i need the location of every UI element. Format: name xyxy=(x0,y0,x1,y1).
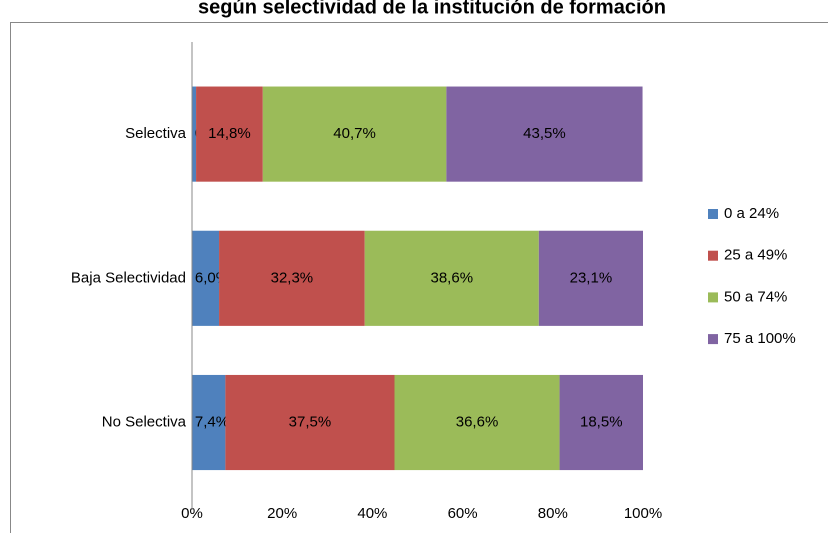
x-tick-label: 20% xyxy=(267,505,297,522)
y-tick-label: No Selectiva xyxy=(102,413,187,430)
x-tick-label: 0% xyxy=(181,505,203,522)
legend-swatch xyxy=(708,292,718,303)
x-tick-label: 60% xyxy=(448,505,478,522)
bar-segment xyxy=(196,86,263,182)
bar-segment xyxy=(192,86,197,182)
data-label: 23,1% xyxy=(570,269,613,286)
chart-title: según selectividad de la institución de … xyxy=(198,0,666,18)
legend-label: 75 a 100% xyxy=(724,330,796,347)
x-tick-label: 100% xyxy=(624,505,662,522)
x-tick-label: 40% xyxy=(357,505,387,522)
data-label: 36,6% xyxy=(456,413,499,430)
legend-label: 25 a 49% xyxy=(724,247,787,264)
data-label: 37,5% xyxy=(289,413,332,430)
y-tick-label: Selectiva xyxy=(125,125,187,142)
bar-segment xyxy=(538,230,643,326)
data-label: 18,5% xyxy=(580,413,623,430)
legend-swatch xyxy=(708,209,718,219)
bar-segment xyxy=(192,230,220,326)
data-label: 38,6% xyxy=(431,269,474,286)
y-tick-label: Baja Selectividad xyxy=(71,269,186,286)
bar-segment xyxy=(219,230,365,326)
bar-segment xyxy=(394,374,560,471)
bar-segment xyxy=(225,374,395,471)
data-label: 14,8% xyxy=(208,125,251,142)
legend-swatch xyxy=(708,250,718,261)
chart-border xyxy=(10,22,828,533)
bar-segment xyxy=(262,86,447,182)
data-label: 7,4% xyxy=(195,413,229,430)
legend-label: 50 a 74% xyxy=(724,288,787,305)
bar-segment xyxy=(192,374,226,471)
data-label: 40,7% xyxy=(333,125,376,142)
legend-label: 0 a 24% xyxy=(724,205,779,222)
data-label: 43,5% xyxy=(523,125,566,142)
bar-segment xyxy=(446,86,643,182)
bar-segment xyxy=(559,374,643,471)
bar-segment xyxy=(364,230,539,326)
data-label: 32,3% xyxy=(271,269,314,286)
legend-swatch xyxy=(708,334,718,345)
x-tick-label: 80% xyxy=(538,505,568,522)
